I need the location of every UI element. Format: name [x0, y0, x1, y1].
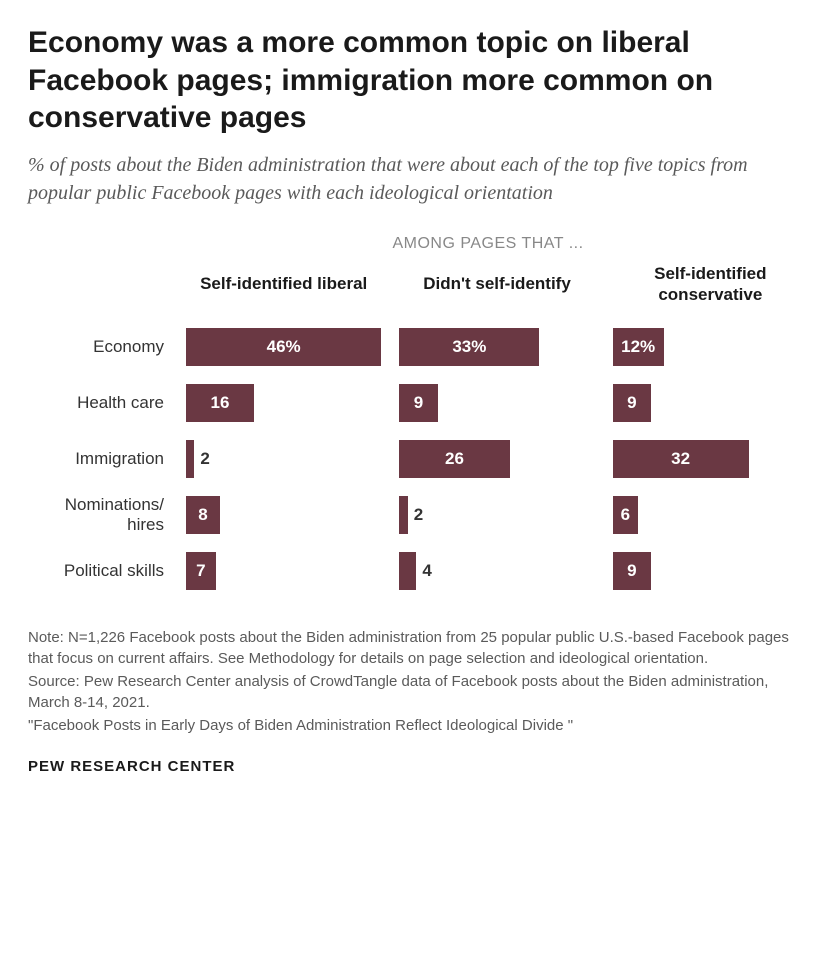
- bar-cell: 2: [399, 487, 594, 543]
- note-line: "Facebook Posts in Early Days of Biden A…: [28, 715, 808, 736]
- bar: 2: [186, 440, 194, 478]
- bar-cell: 32: [613, 431, 808, 487]
- bar: 12%: [613, 328, 664, 366]
- bar: 9: [399, 384, 437, 422]
- row-label: Nominations/ hires: [28, 495, 168, 534]
- bar-cell: 8: [186, 487, 381, 543]
- bar-value: 8: [198, 505, 207, 525]
- note-line: Source: Pew Research Center analysis of …: [28, 671, 808, 713]
- row-label: Immigration: [28, 449, 168, 469]
- row-label: Economy: [28, 337, 168, 357]
- bar-cell: 9: [613, 543, 808, 599]
- bar: 26: [399, 440, 509, 478]
- bar-value: 46%: [267, 337, 301, 357]
- row-label: Health care: [28, 393, 168, 413]
- bar: 8: [186, 496, 220, 534]
- footer-brand: PEW RESEARCH CENTER: [28, 758, 808, 775]
- chart-grid: Self-identified liberal Didn't self-iden…: [28, 259, 808, 600]
- bar: 6: [613, 496, 638, 534]
- bar-value: 9: [414, 393, 423, 413]
- bar-value: 26: [445, 449, 464, 469]
- bar: 9: [613, 552, 651, 590]
- bar-value: 9: [627, 561, 636, 581]
- bar-value: 7: [196, 561, 205, 581]
- bar-value: 32: [671, 449, 690, 469]
- bar-cell: 12%: [613, 319, 808, 375]
- col-header-none: Didn't self-identify: [399, 269, 594, 308]
- bar-value: 16: [211, 393, 230, 413]
- col-header-conservative: Self-identified conservative: [613, 259, 808, 320]
- col-header-liberal: Self-identified liberal: [186, 269, 381, 308]
- column-overhead-label: AMONG PAGES THAT ...: [28, 235, 808, 253]
- bar-value: 2: [200, 449, 209, 469]
- bar: 46%: [186, 328, 381, 366]
- chart-subtitle: % of posts about the Biden administratio…: [28, 151, 808, 207]
- bar: 16: [186, 384, 254, 422]
- bar-cell: 26: [399, 431, 594, 487]
- bar: 9: [613, 384, 651, 422]
- bar-cell: 33%: [399, 319, 594, 375]
- bar: 4: [399, 552, 416, 590]
- bar-cell: 7: [186, 543, 381, 599]
- bar-cell: 16: [186, 375, 381, 431]
- bar-cell: 9: [613, 375, 808, 431]
- bar-value: 4: [422, 561, 431, 581]
- bar-value: 2: [414, 505, 423, 525]
- bar-cell: 2: [186, 431, 381, 487]
- bar-cell: 6: [613, 487, 808, 543]
- bar: 33%: [399, 328, 539, 366]
- row-label: Political skills: [28, 561, 168, 581]
- bar: 32: [613, 440, 749, 478]
- bar: 2: [399, 496, 407, 534]
- bar-value: 9: [627, 393, 636, 413]
- chart-notes: Note: N=1,226 Facebook posts about the B…: [28, 627, 808, 736]
- bar-value: 33%: [452, 337, 486, 357]
- bar: 7: [186, 552, 216, 590]
- bar-cell: 4: [399, 543, 594, 599]
- chart-title: Economy was a more common topic on liber…: [28, 24, 808, 137]
- bar-cell: 9: [399, 375, 594, 431]
- note-line: Note: N=1,226 Facebook posts about the B…: [28, 627, 808, 669]
- bar-value: 12%: [621, 337, 655, 357]
- bar-value: 6: [621, 505, 630, 525]
- bar-cell: 46%: [186, 319, 381, 375]
